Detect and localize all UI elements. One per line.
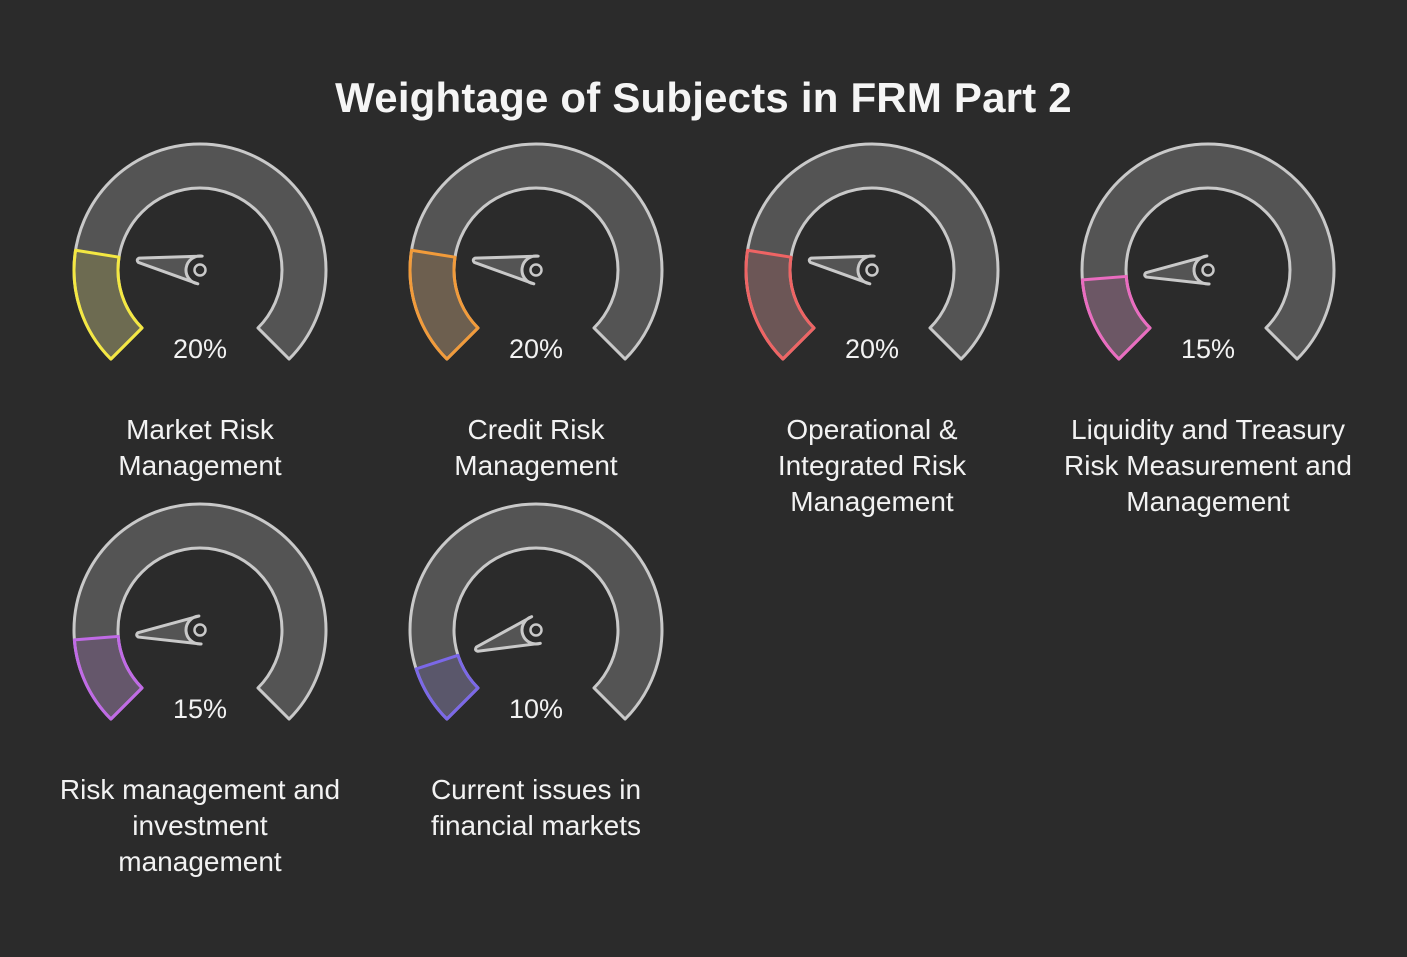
gauge-needle <box>471 254 540 286</box>
gauge-category-label: Operational & Integrated Risk Management <box>777 414 967 517</box>
chart-title: Weightage of Subjects in FRM Part 2 <box>335 74 1072 121</box>
gauge-value-segment <box>72 248 144 361</box>
gauge-card-liquidity-and-treasury-risk-measurement-and-management: 15% Liquidity and Treasury Risk Measureme… <box>1048 142 1368 517</box>
gauge-dial <box>744 142 1000 361</box>
gauge-needle-hub <box>1201 263 1215 277</box>
gauge-dial <box>1080 142 1336 361</box>
gauge-card-current-issues-in-financial-markets: 10% Current issues in financial markets <box>376 502 696 862</box>
gauge-value-segment <box>408 248 480 361</box>
gauge-value-label: 15% <box>172 694 228 724</box>
gauge-card-market-risk-management: 20% Market Risk Management <box>40 142 360 502</box>
gauge-card-credit-risk-management: 20% Credit Risk Management <box>376 142 696 502</box>
gauge-category-label: Credit Risk Management <box>454 414 618 481</box>
gauge-track <box>408 502 664 721</box>
gauge-category-label: Risk management and investment managemen… <box>59 774 341 877</box>
gauge-value-label: 15% <box>1180 334 1236 364</box>
gauge-needle <box>474 615 542 653</box>
gauge-track <box>72 502 328 721</box>
gauge-needle <box>1143 254 1211 286</box>
gauge-needle-hub <box>529 263 543 277</box>
gauge-value-segment <box>72 634 144 721</box>
gauge-value-label: 20% <box>172 334 228 364</box>
gauge-needle-hub <box>193 623 207 637</box>
gauge-dial <box>72 142 328 361</box>
gauge-category-label: Market Risk Management <box>118 414 282 481</box>
gauge-value-segment <box>1080 274 1152 361</box>
gauge-needle-hub <box>193 263 207 277</box>
gauge-needle-hub <box>865 263 879 277</box>
gauge-value-segment <box>744 248 816 361</box>
gauge-track <box>1080 142 1336 361</box>
gauge-dial <box>408 142 664 361</box>
gauge-track <box>744 142 1000 361</box>
gauge-needle <box>135 614 203 646</box>
gauge-value-label: 10% <box>508 694 564 724</box>
gauge-value-label: 20% <box>844 334 900 364</box>
gauge-value-label: 20% <box>508 334 564 364</box>
gauge-category-label: Current issues in financial markets <box>430 774 642 841</box>
gauge-needle <box>135 254 204 286</box>
gauge-needle-hub <box>529 623 543 637</box>
gauge-value-segment <box>414 653 480 721</box>
gauge-track <box>72 142 328 361</box>
gauge-dial <box>72 502 328 721</box>
gauge-category-label: Liquidity and Treasury Risk Measurement … <box>1064 414 1352 517</box>
gauge-card-risk-management-and-investment-management: 15% Risk management and investment manage… <box>40 502 360 877</box>
gauge-needle <box>807 254 876 286</box>
gauge-card-operational-and-integrated-risk-management: 20% Operational & Integrated Risk Managem… <box>712 142 1032 517</box>
gauge-track <box>408 142 664 361</box>
gauge-dial <box>408 502 664 721</box>
